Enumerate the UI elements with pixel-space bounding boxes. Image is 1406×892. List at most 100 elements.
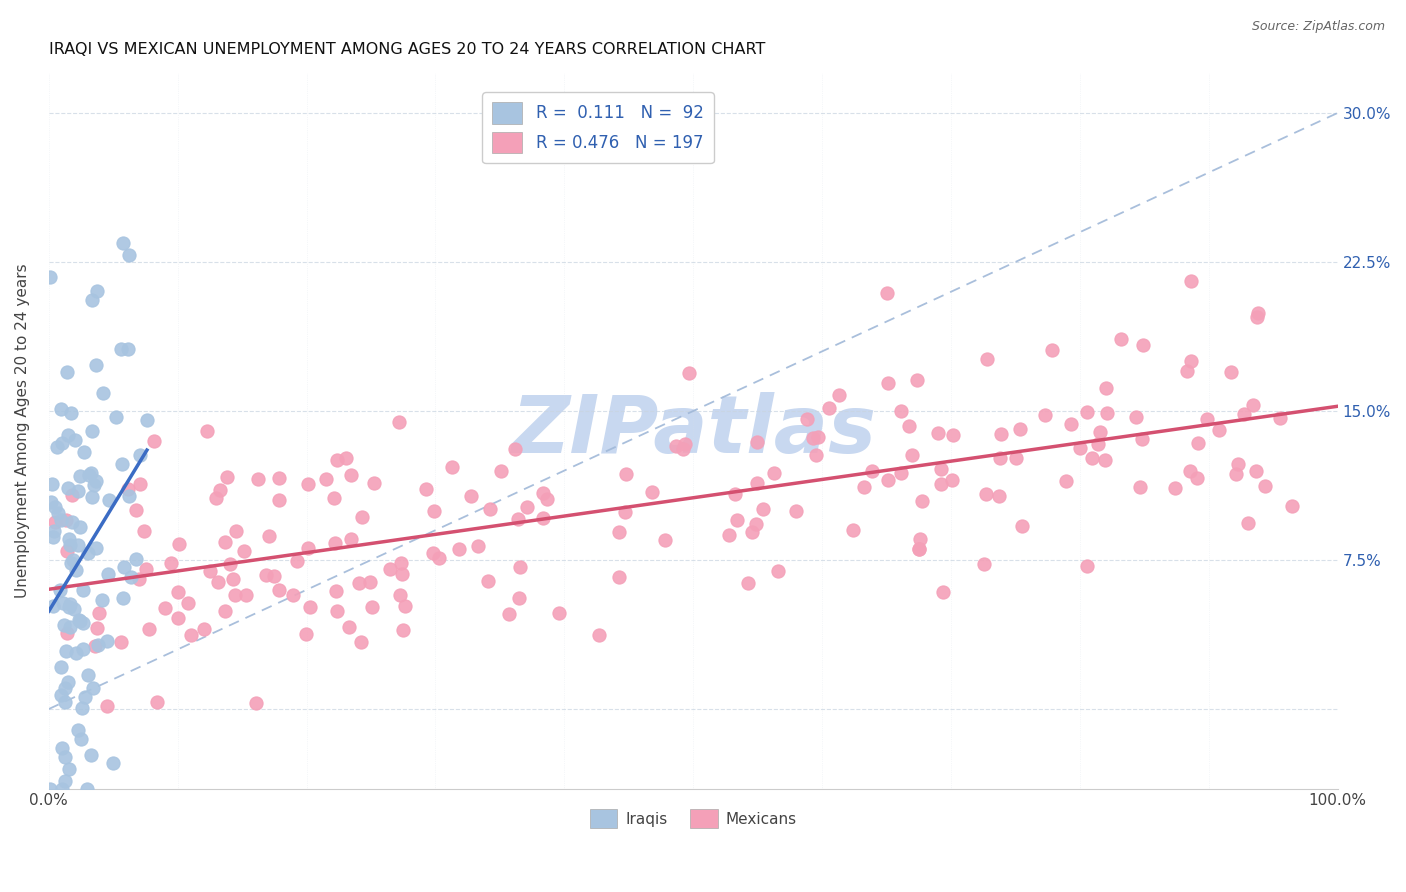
Point (806, 448, 828, 462)
Point (927, 426, 949, 441)
Point (1005, 450, 1028, 465)
Point (135, 562, 157, 576)
Point (42, 599, 65, 614)
Point (852, 481, 875, 495)
Point (508, 512, 530, 526)
Point (41, 476, 63, 491)
Point (827, 388, 849, 402)
Point (224, 589, 246, 603)
Point (45, 440, 67, 454)
Point (1237, 516, 1260, 530)
Text: IRAQI VS MEXICAN UNEMPLOYMENT AMONG AGES 20 TO 24 YEARS CORRELATION CHART: IRAQI VS MEXICAN UNEMPLOYMENT AMONG AGES… (49, 42, 765, 57)
Point (842, 524, 865, 538)
Point (72, 642, 94, 657)
Point (387, 415, 409, 429)
Point (654, 533, 676, 548)
Point (1233, 407, 1256, 421)
Point (225, 524, 247, 539)
Point (51, 781, 73, 796)
Point (987, 489, 1010, 503)
Point (247, 472, 270, 486)
Point (323, 491, 346, 505)
Point (58, 675, 80, 690)
Point (1033, 409, 1056, 423)
Point (84, 541, 107, 555)
Point (193, 623, 215, 637)
Point (427, 551, 450, 566)
Point (1094, 381, 1116, 395)
Point (69, 469, 91, 483)
Point (326, 453, 349, 467)
Point (198, 564, 221, 578)
Point (389, 557, 412, 571)
Point (59, 598, 82, 612)
Point (745, 435, 768, 450)
Point (678, 366, 700, 380)
Point (1094, 453, 1116, 467)
Point (990, 427, 1012, 442)
Point (763, 466, 786, 480)
Point (717, 527, 740, 541)
Point (1226, 457, 1249, 471)
Point (48, 583, 70, 598)
Point (1225, 467, 1247, 481)
Point (281, 588, 304, 602)
Point (1040, 343, 1063, 357)
Point (422, 545, 444, 559)
Point (876, 285, 898, 300)
Point (208, 483, 231, 497)
Point (53, 695, 76, 709)
Point (325, 584, 347, 599)
Text: ZIPatlas: ZIPatlas (510, 392, 876, 470)
Point (315, 472, 337, 486)
Point (66, 723, 89, 737)
Point (117, 342, 139, 356)
Point (254, 567, 277, 582)
Point (297, 477, 319, 491)
Point (942, 428, 965, 442)
Point (112, 559, 135, 574)
Point (73, 445, 96, 459)
Point (801, 431, 824, 445)
Point (117, 482, 139, 496)
Point (120, 570, 142, 584)
Point (269, 492, 291, 507)
Point (82, 293, 104, 307)
Point (1076, 559, 1098, 574)
Point (86, 621, 108, 635)
Point (752, 502, 775, 516)
Point (111, 235, 134, 250)
Point (97, 566, 120, 581)
Point (166, 584, 188, 599)
Point (93, 385, 115, 400)
Point (53, 750, 76, 764)
Point (335, 450, 357, 465)
Point (489, 465, 512, 479)
Point (295, 627, 318, 641)
Point (323, 536, 346, 550)
Point (1254, 479, 1277, 493)
Point (69, 614, 91, 628)
Point (55, 365, 77, 379)
Point (1270, 410, 1292, 425)
Point (911, 493, 934, 508)
Point (69, 520, 91, 534)
Point (56, 543, 79, 558)
Point (360, 600, 382, 615)
Point (1069, 441, 1091, 455)
Point (1054, 475, 1077, 489)
Point (60, 556, 83, 570)
Point (1081, 451, 1104, 466)
Point (1241, 398, 1264, 412)
Point (391, 623, 413, 637)
Point (929, 462, 952, 476)
Point (245, 696, 267, 710)
Point (1060, 417, 1083, 431)
Point (129, 448, 152, 462)
Point (988, 450, 1011, 465)
Point (1246, 310, 1268, 324)
Point (297, 541, 319, 555)
Point (876, 473, 898, 487)
Point (890, 403, 912, 417)
Point (65, 647, 87, 661)
